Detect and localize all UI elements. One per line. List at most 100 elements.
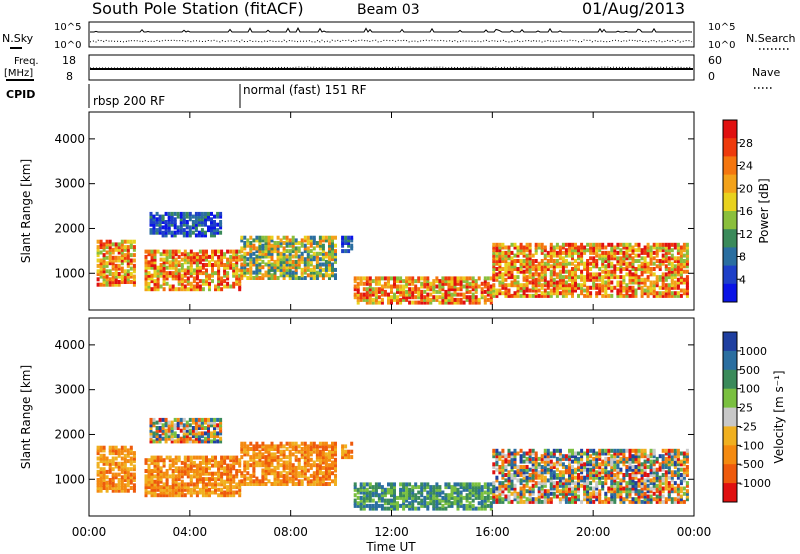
velocity-echo-cell xyxy=(577,486,580,491)
velocity-echo-cell xyxy=(117,488,121,493)
velocity-echo-cell xyxy=(540,467,544,472)
velocity-echo-cell xyxy=(331,465,334,470)
power-echo-cell xyxy=(108,277,112,282)
power-echo-cell xyxy=(210,230,213,235)
power-echo-cell xyxy=(312,254,316,259)
velocity-echo-cell xyxy=(649,465,653,469)
power-echo-cell xyxy=(297,259,301,264)
velocity-echo-cell xyxy=(186,463,190,468)
power-echo-cell xyxy=(261,238,265,243)
velocity-echo-cell xyxy=(180,471,184,476)
power-echo-cell xyxy=(243,235,247,240)
velocity-echo-cell xyxy=(371,506,375,511)
power-echo-cell xyxy=(522,261,526,266)
velocity-echo-cell xyxy=(155,434,159,439)
velocity-echo-cell xyxy=(655,478,659,483)
velocity-echo-cell xyxy=(198,460,202,465)
velocity-echo-cell xyxy=(571,481,574,486)
velocity-echo-cell xyxy=(177,490,181,495)
velocity-echo-cell xyxy=(324,473,328,478)
velocity-echo-cell xyxy=(616,459,620,464)
power-echo-cell xyxy=(232,263,236,267)
velocity-echo-cell xyxy=(321,471,325,476)
power-echo-cell xyxy=(186,287,190,292)
velocity-echo-cell xyxy=(477,506,481,511)
power-echo-cell xyxy=(561,277,565,282)
power-echo-cell xyxy=(628,288,632,293)
power-echo-cell xyxy=(534,277,538,282)
velocity-echo-cell xyxy=(165,474,169,479)
velocity-echo-cell xyxy=(510,475,514,480)
power-echo-cell xyxy=(195,273,199,278)
power-echo-cell xyxy=(185,230,189,235)
velocity-echo-cell xyxy=(229,463,233,468)
power-echo-cell xyxy=(546,267,550,271)
power-echo-cell xyxy=(676,293,680,298)
power-echo-cell xyxy=(321,249,325,254)
velocity-echo-cell xyxy=(183,487,187,492)
power-echo-cell xyxy=(261,251,265,256)
power-echo-cell xyxy=(108,245,112,250)
power-colorbar-swatch xyxy=(723,120,737,139)
velocity-echo-cell xyxy=(249,476,253,481)
power-echo-cell xyxy=(507,253,511,258)
velocity-echo-cell xyxy=(522,465,526,469)
velocity-echo-cell xyxy=(164,428,168,433)
power-echo-cell xyxy=(598,275,602,280)
power-echo-cell xyxy=(365,281,369,286)
power-echo-cell xyxy=(507,248,511,253)
velocity-echo-cell xyxy=(537,456,541,461)
power-echo-cell xyxy=(598,283,602,288)
power-echo-cell xyxy=(153,287,157,292)
power-echo-cell xyxy=(558,269,562,274)
velocity-echo-cell xyxy=(528,456,532,461)
velocity-echo-cell xyxy=(667,456,671,461)
velocity-echo-cell xyxy=(589,470,593,475)
velocity-echo-cell xyxy=(628,489,632,494)
power-echo-cell xyxy=(537,245,541,250)
power-echo-cell xyxy=(183,287,187,292)
power-echo-cell xyxy=(235,268,239,273)
power-echo-cell xyxy=(205,271,208,276)
power-echo-cell xyxy=(670,242,674,247)
velocity-echo-cell xyxy=(528,451,532,456)
velocity-echo-cell xyxy=(174,474,178,479)
velocity-echo-cell xyxy=(534,467,538,472)
power-echo-cell xyxy=(205,257,208,262)
velocity-echo-cell xyxy=(240,482,244,486)
power-echo-cell xyxy=(150,287,154,292)
power-echo-cell xyxy=(288,273,292,278)
velocity-echo-cell xyxy=(359,495,363,500)
velocity-echo-cell xyxy=(459,495,463,500)
power-echo-cell xyxy=(549,242,553,247)
power-echo-cell xyxy=(174,252,178,257)
power-echo-cell xyxy=(273,270,277,275)
power-echo-cell xyxy=(273,262,277,267)
power-echo-cell xyxy=(492,259,496,263)
velocity-echo-cell xyxy=(182,439,186,444)
power-echo-cell xyxy=(592,245,596,250)
power-echo-cell xyxy=(649,269,653,274)
velocity-echo-cell xyxy=(374,493,378,498)
velocity-echo-cell xyxy=(232,458,236,463)
velocity-echo-cell xyxy=(132,456,136,461)
velocity-echo-cell xyxy=(393,493,396,498)
power-echo-cell xyxy=(543,291,547,296)
power-echo-cell xyxy=(501,272,505,277)
velocity-echo-cell xyxy=(592,462,596,467)
velocity-echo-cell xyxy=(300,471,304,476)
power-echo-cell xyxy=(510,275,514,280)
power-echo-cell xyxy=(522,275,526,280)
velocity-echo-cell xyxy=(513,451,517,456)
power-echo-cell xyxy=(220,249,224,254)
power-echo-cell xyxy=(534,283,538,288)
power-echo-cell xyxy=(685,261,689,266)
velocity-echo-cell xyxy=(111,472,115,477)
power-echo-cell xyxy=(510,267,514,271)
power-echo-cell xyxy=(622,267,626,271)
power-echo-cell xyxy=(658,267,662,271)
power-echo-cell xyxy=(167,222,171,227)
power-colorbar-swatch xyxy=(723,192,737,212)
power-echo-cell xyxy=(504,261,508,266)
